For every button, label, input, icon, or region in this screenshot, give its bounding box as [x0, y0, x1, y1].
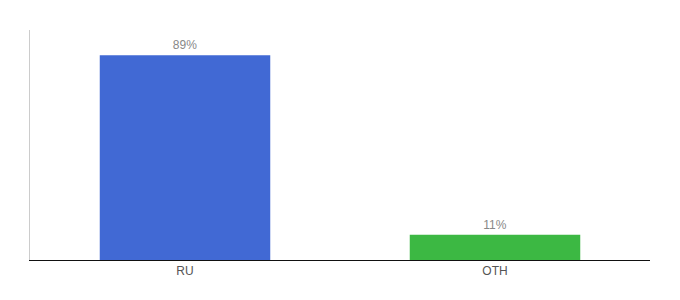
- svg-text:89%: 89%: [173, 38, 197, 52]
- svg-text:11%: 11%: [483, 218, 506, 232]
- svg-text:RU: RU: [176, 264, 193, 278]
- svg-text:OTH: OTH: [482, 264, 507, 278]
